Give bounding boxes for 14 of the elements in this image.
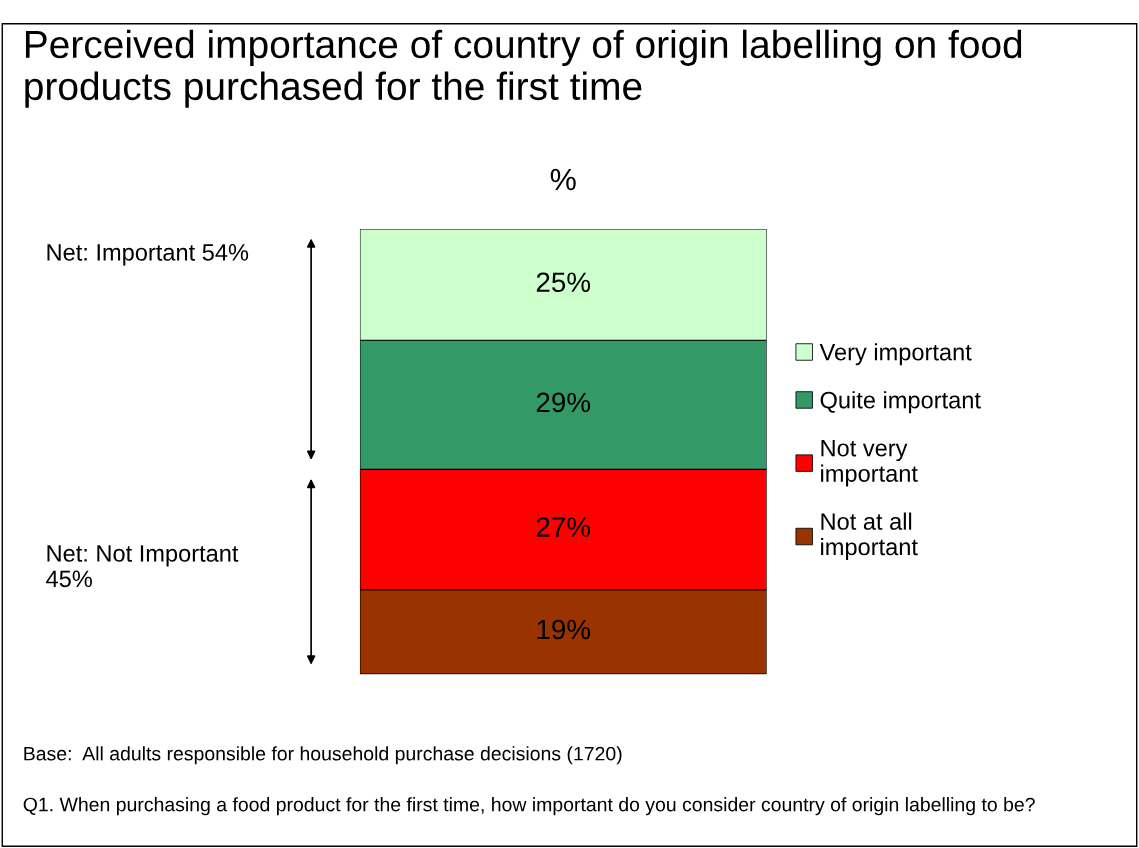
text: Net: Not Important 45% <box>46 545 239 588</box>
chart-title: Perceived importance of country of origin labelling on food products purchased for the first time <box>25 29 1022 108</box>
text: Base: All adults responsible for household purchase decisions (1720) <box>24 746 622 765</box>
legend-label: Quite important <box>820 391 981 414</box>
legend-label: Not very important <box>821 439 918 487</box>
chart-subtitle: % <box>550 168 576 191</box>
data-label: 27% <box>536 517 591 537</box>
data-label: 25% <box>536 272 591 293</box>
data-label: 19% <box>537 619 591 640</box>
text: Net: Important 54% <box>47 244 249 266</box>
legend-label: Very important <box>819 343 972 366</box>
legend-label: Not at all important <box>821 512 918 560</box>
text: Q1. When purchasing a food product for the first time, how important do you consider country of origin labelling to be? <box>23 797 1035 816</box>
data-label: 29% <box>536 392 591 413</box>
